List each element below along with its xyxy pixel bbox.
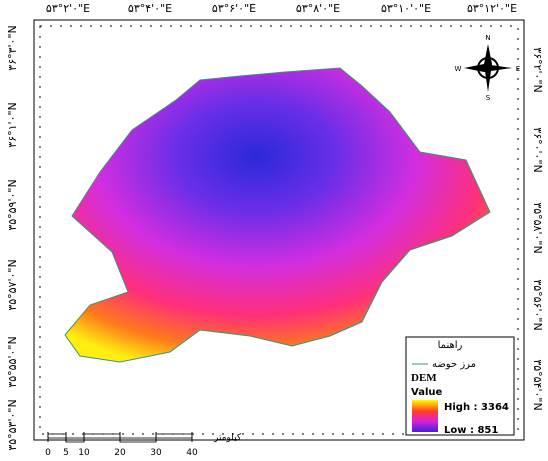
latitude-label: ۳۵°۵۵'۰"N (6, 336, 19, 387)
latitude-label: ۳۵°۵۶'۰"N (531, 279, 544, 330)
compass-s: S (486, 94, 491, 102)
longitude-label: ۵۳°۱۰'۰"E (381, 2, 431, 15)
scale-unit: کیلومتر (213, 433, 242, 443)
scale-tick-label: 5 (63, 448, 69, 458)
legend-boundary: مرز حوضه (432, 359, 476, 370)
latitude-label: ۳۵°۵۴'۰"N (531, 359, 544, 410)
scale-tick-label: 10 (78, 448, 90, 458)
latitude-label: ۳۶°۱'۰"N (6, 102, 19, 147)
latitude-label: ۳۵°۵۳'۰"N (6, 399, 19, 450)
color-ramp (412, 400, 438, 432)
legend-field: Value (411, 387, 442, 398)
legend-layer: DEM (411, 372, 437, 384)
compass-w: W (455, 65, 462, 73)
latitude-label: ۳۶°۰'۰"N (531, 127, 544, 172)
compass-e: E (516, 65, 520, 73)
legend-title: راهنما (438, 340, 463, 351)
legend-high: High : 3364 (444, 402, 509, 413)
latitude-label: ۳۵°۵۷'۰"N (6, 259, 19, 310)
longitude-label: ۵۳°۴'۰"E (128, 2, 172, 15)
longitude-label: ۵۳°۱۲'۰"E (467, 2, 517, 15)
legend: راهنما مرز حوضه DEM Value High : 3364 Lo… (406, 337, 514, 436)
basin-dem (65, 68, 490, 362)
scale-tick-label: 20 (114, 448, 126, 458)
scale-tick-label: 30 (150, 448, 162, 458)
latitude-label: ۳۵°۵۸'۰"N (531, 202, 544, 253)
latitude-label: ۳۶°۲'۰"N (531, 47, 544, 92)
scale-tick-label: 40 (186, 448, 198, 458)
map: ۵۳°۲'۰"E ۵۳°۴'۰"E ۵۳°۶'۰"E ۵۳°۸'۰"E ۵۳°۱… (0, 0, 548, 461)
compass-n: N (485, 34, 490, 42)
longitude-label: ۵۳°۸'۰"E (296, 2, 340, 15)
latitude-label: ۳۵°۵۹'۰"N (6, 179, 19, 230)
scale-bar: کیلومتر 0 5 10 20 30 40 (45, 432, 242, 458)
latitude-label: ۳۶°۳'۰"N (6, 25, 19, 70)
north-arrow: N S E W (455, 34, 521, 102)
longitude-label: ۵۳°۲'۰"E (46, 2, 90, 15)
scale-tick-label: 0 (45, 448, 51, 458)
scale-segment (84, 434, 120, 438)
legend-low: Low : 851 (444, 425, 498, 436)
longitude-label: ۵۳°۶'۰"E (212, 2, 256, 15)
scale-segment (48, 434, 66, 438)
scale-segment (156, 434, 192, 438)
